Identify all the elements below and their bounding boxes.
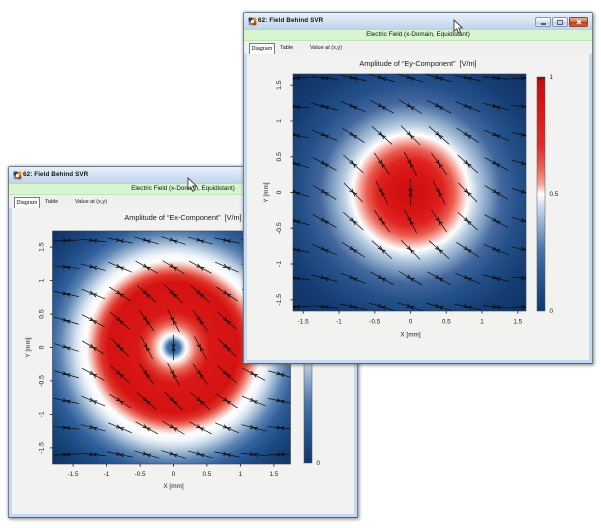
- svg-text:0.5: 0.5: [203, 471, 212, 478]
- svg-text:1: 1: [39, 278, 46, 282]
- svg-text:X [mm]: X [mm]: [163, 483, 183, 490]
- svg-text:0.5: 0.5: [276, 152, 283, 162]
- svg-text:-1.5: -1.5: [68, 471, 79, 478]
- svg-text:1: 1: [276, 119, 283, 123]
- svg-text:-0.5: -0.5: [276, 222, 283, 234]
- svg-text:1: 1: [239, 471, 243, 478]
- svg-text:-1: -1: [336, 319, 342, 326]
- svg-text:-0.5: -0.5: [135, 471, 146, 478]
- svg-text:0: 0: [317, 460, 321, 467]
- svg-text:-1: -1: [39, 411, 46, 417]
- svg-text:Amplitude of “Ex-Component” [: Amplitude of “Ex-Component” [V/m]: [124, 213, 241, 222]
- svg-text:-1.5: -1.5: [276, 294, 283, 306]
- svg-text:-1: -1: [104, 471, 110, 478]
- svg-text:1.5: 1.5: [270, 471, 279, 478]
- svg-text:1: 1: [480, 319, 484, 326]
- svg-text:X [mm]: X [mm]: [400, 332, 420, 339]
- svg-text:0: 0: [550, 308, 554, 315]
- svg-text:Y [mm]: Y [mm]: [263, 182, 270, 202]
- svg-text:0: 0: [172, 471, 176, 478]
- svg-text:0.5: 0.5: [39, 309, 46, 319]
- svg-text:Y [mm]: Y [mm]: [25, 337, 32, 357]
- svg-text:-1: -1: [276, 261, 283, 267]
- svg-text:-0.5: -0.5: [369, 319, 380, 326]
- svg-text:0: 0: [276, 190, 283, 194]
- svg-text:-1.5: -1.5: [298, 319, 309, 326]
- svg-text:1.5: 1.5: [276, 80, 283, 90]
- svg-text:-1.5: -1.5: [39, 442, 46, 454]
- svg-text:1.5: 1.5: [39, 242, 46, 252]
- svg-text:Amplitude of “Ey-Component” [: Amplitude of “Ey-Component” [V/m]: [359, 59, 476, 68]
- svg-text:-0.5: -0.5: [39, 375, 46, 387]
- svg-text:0.5: 0.5: [550, 191, 559, 198]
- svg-text:0: 0: [409, 319, 413, 326]
- svg-text:1.5: 1.5: [513, 319, 522, 326]
- svg-text:1: 1: [550, 74, 554, 81]
- svg-text:0: 0: [39, 345, 46, 349]
- svg-text:0.5: 0.5: [442, 319, 451, 326]
